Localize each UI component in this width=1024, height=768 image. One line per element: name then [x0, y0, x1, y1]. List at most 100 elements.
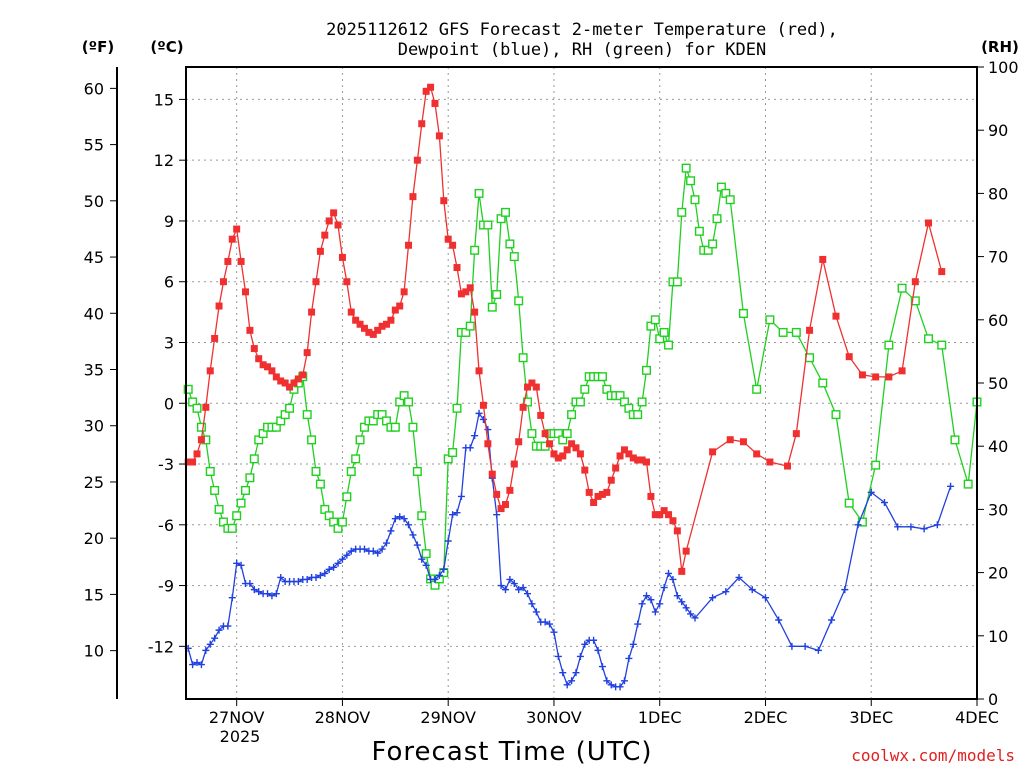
dewpoint-point [947, 482, 955, 490]
time-tick-label: 3DEC [849, 708, 893, 727]
temperature-point [356, 320, 364, 328]
rh-point [408, 422, 418, 432]
rh-point [307, 435, 317, 445]
dewpoint-point [268, 592, 276, 600]
rh-point [681, 163, 691, 173]
dewpoint-point [801, 642, 809, 650]
rh-point [351, 454, 361, 464]
temperature-point [281, 379, 289, 387]
temperature-point [739, 438, 747, 446]
dewpoint-point [435, 571, 443, 579]
temperature-point [215, 302, 223, 310]
dewpoint-point [581, 640, 589, 648]
temperature-point [911, 278, 919, 286]
temperature-point [519, 403, 527, 411]
celsius-unit-label: (ºC) [150, 38, 183, 56]
temperature-point [532, 383, 540, 391]
celsius-tick-label: 12 [154, 151, 174, 170]
temperature-point [594, 492, 602, 500]
dewpoint-line [187, 411, 952, 688]
rh-point [712, 214, 722, 224]
dewpoint-point [312, 573, 320, 581]
dewpoint-point [665, 569, 673, 577]
temperature-point [524, 383, 532, 391]
time-tick-label: 2DEC [744, 708, 788, 727]
dewpoint-point [440, 565, 448, 573]
temperature-point [590, 499, 598, 507]
dewpoint-point [497, 582, 505, 590]
dewpoint-point [237, 561, 245, 569]
rh-point [637, 397, 647, 407]
rh-tick-label: 90 [988, 121, 1008, 140]
temperature-point [378, 322, 386, 330]
dewpoint-point [400, 515, 408, 523]
temperature-point [316, 247, 324, 255]
temperature-point [352, 316, 360, 324]
temperature-point [435, 132, 443, 140]
dewpoint-point [515, 586, 523, 594]
fahrenheit-tick-label: 60 [84, 79, 104, 98]
rh-point [765, 315, 775, 325]
temperature-point [264, 363, 272, 371]
temperature-point [268, 367, 276, 375]
dewpoint-point [638, 600, 646, 608]
dewpoint-point [246, 580, 254, 588]
dewpoint-point [590, 636, 598, 644]
temperature-point [224, 257, 232, 265]
temperature-point [409, 193, 417, 201]
rh-point [465, 321, 475, 331]
dewpoint-point [396, 513, 404, 521]
temperature-point [541, 430, 549, 438]
dewpoint-point [524, 590, 532, 598]
temperature-point [233, 225, 241, 233]
temperature-point [872, 373, 880, 381]
rh-point [677, 207, 687, 217]
dewpoint-point [828, 616, 836, 624]
temperature-point [792, 430, 800, 438]
dewpoint-point [321, 569, 329, 577]
fahrenheit-tick-label: 25 [84, 473, 104, 492]
temperature-point [784, 462, 792, 470]
temperature-point [444, 235, 452, 243]
time-tick-label: 4DEC [955, 708, 999, 727]
dewpoint-point [211, 634, 219, 642]
temperature-point [374, 326, 382, 334]
rh-point [641, 365, 651, 375]
dewpoint-point [422, 561, 430, 569]
celsius-tick-label: -6 [158, 516, 174, 535]
dewpoint-point [554, 652, 562, 660]
rh-point [404, 397, 414, 407]
dewpoint-point [642, 592, 650, 600]
dewpoint-point [528, 600, 536, 608]
temperature-point [598, 490, 606, 498]
temperature-point [431, 99, 439, 107]
rh-tick-label: 70 [988, 248, 1008, 267]
dewpoint-point [466, 444, 474, 452]
dewpoint-point [264, 590, 272, 598]
temperature-point [638, 456, 646, 464]
dewpoint-point [625, 654, 633, 662]
dewpoint-point [383, 539, 391, 547]
temperature-point [184, 458, 192, 466]
rh-point [575, 397, 585, 407]
dewpoint-point [418, 555, 426, 563]
rh-axis: 0 10 20 30 40 50 60 70 80 90 100 [977, 58, 1019, 709]
temperature-point [466, 284, 474, 292]
time-axis: 27NOV 28NOV 29NOV 30NOV 1DEC 2DEC 3DEC 4DEC [209, 699, 999, 727]
rh-point [514, 296, 524, 306]
temperature-point [665, 511, 673, 519]
dewpoint-point [444, 537, 452, 545]
dewpoint-point [550, 628, 558, 636]
dewpoint-point [413, 541, 421, 549]
temperature-point [294, 375, 302, 383]
rh-point [527, 429, 537, 439]
rh-point [884, 340, 894, 350]
fahrenheit-tick-label: 15 [84, 585, 104, 604]
temperature-point [206, 367, 214, 375]
rh-point [963, 479, 973, 489]
dewpoint-point [431, 575, 439, 583]
dewpoint-point [894, 523, 902, 531]
dewpoint-point [669, 575, 677, 583]
rh-point [245, 473, 255, 483]
celsius-tick-label: 0 [164, 394, 174, 413]
